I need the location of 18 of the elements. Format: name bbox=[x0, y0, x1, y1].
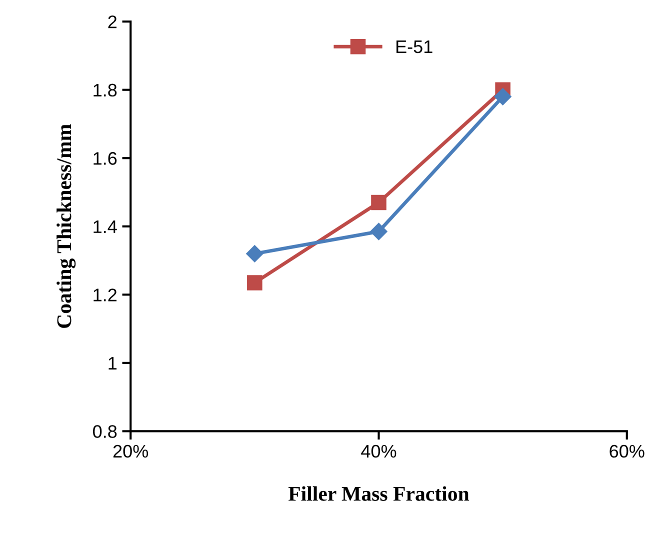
x-tick-label: 20% bbox=[113, 444, 148, 458]
point bbox=[494, 88, 512, 106]
point bbox=[246, 245, 264, 262]
y-tick-label: 1.6 bbox=[94, 152, 117, 165]
y-tick-label: 2 bbox=[108, 15, 116, 28]
y-tick-label: 1.8 bbox=[94, 84, 117, 97]
y-tick-label: 0.8 bbox=[93, 425, 117, 438]
y-tick-label: 1 bbox=[108, 357, 117, 370]
x-tick-label: 60% bbox=[610, 444, 644, 458]
point bbox=[247, 275, 262, 290]
y-axis-title: Coating Thickness/mm bbox=[56, 124, 76, 328]
x-axis-title: Filler Mass Fraction bbox=[288, 486, 470, 501]
legend-label: E-51 bbox=[396, 40, 432, 54]
point bbox=[371, 194, 386, 210]
y-tick-label: 1.4 bbox=[94, 220, 117, 233]
x-tick-label: 40% bbox=[361, 444, 396, 458]
y-tick-label: 1.2 bbox=[94, 288, 116, 302]
point bbox=[370, 222, 388, 240]
